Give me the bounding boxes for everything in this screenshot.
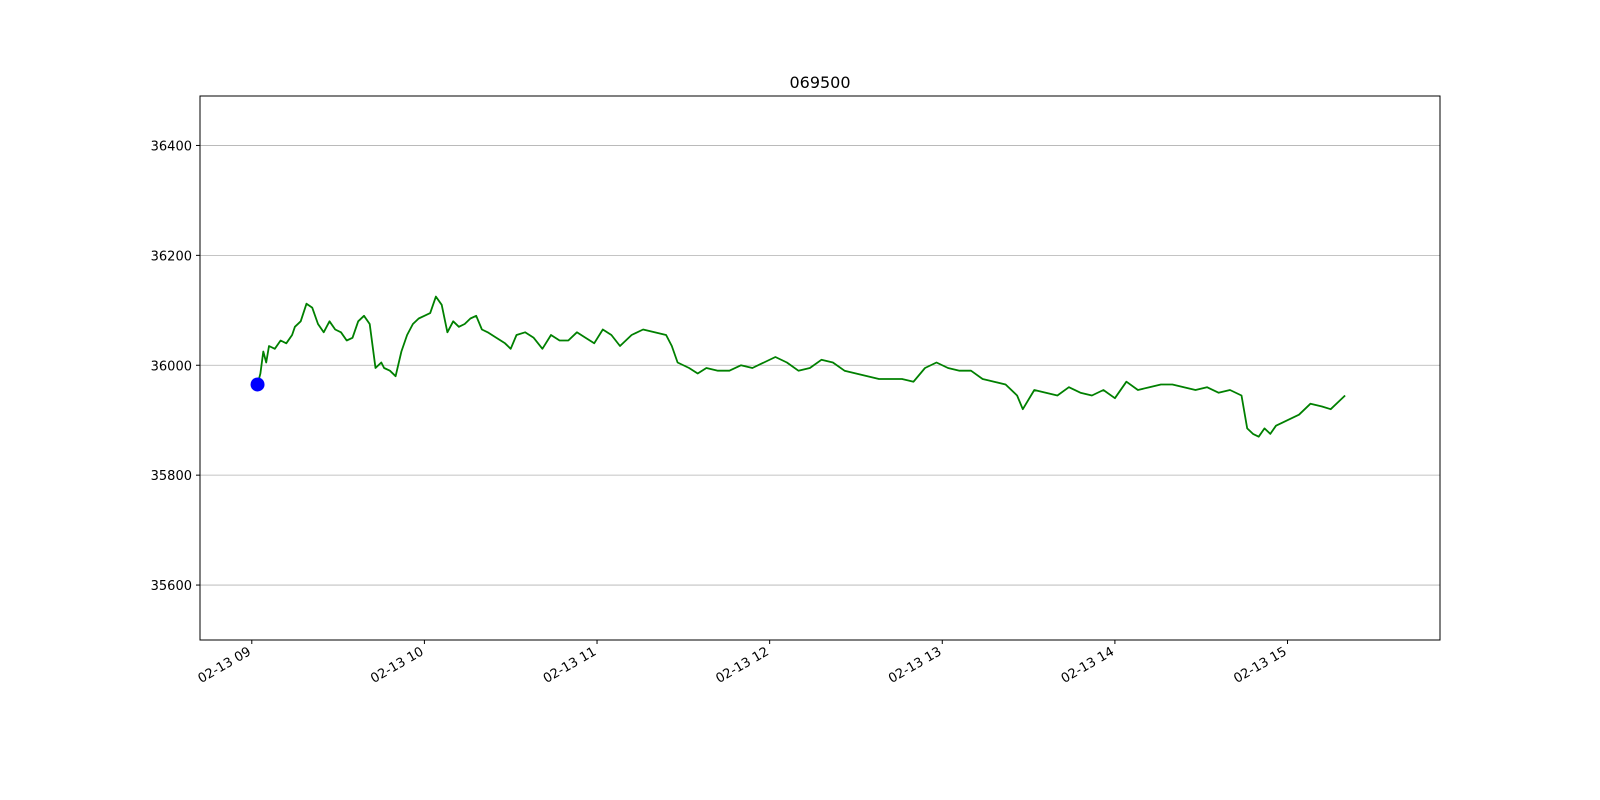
- grid-lines: [200, 145, 1440, 586]
- y-axis: 35600 35800 36000 36200 36400: [151, 139, 200, 594]
- y-tick-label: 36200: [151, 249, 192, 264]
- marker-layer: [250, 377, 265, 392]
- y-tick-label: 36000: [151, 359, 192, 374]
- y-tick-label: 35600: [151, 579, 192, 594]
- series-layer: [256, 295, 1346, 438]
- y-tick-label: 36400: [151, 139, 192, 154]
- y-tick-label: 35800: [151, 469, 192, 484]
- series-line: [256, 295, 1346, 438]
- start-marker: [250, 377, 265, 392]
- chart-title: 069500: [789, 73, 850, 92]
- plot-frame: [199, 95, 1441, 641]
